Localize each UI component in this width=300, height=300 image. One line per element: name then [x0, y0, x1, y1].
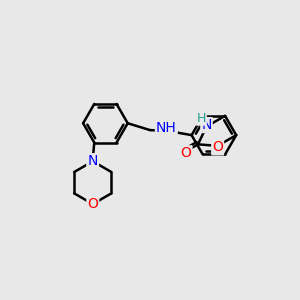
- Text: N: N: [88, 154, 98, 168]
- Text: NH: NH: [156, 121, 177, 135]
- Text: O: O: [181, 146, 191, 160]
- Text: N: N: [88, 154, 98, 168]
- Text: N: N: [201, 118, 212, 132]
- Text: O: O: [87, 197, 98, 211]
- Text: O: O: [212, 140, 223, 154]
- Text: H: H: [196, 112, 206, 125]
